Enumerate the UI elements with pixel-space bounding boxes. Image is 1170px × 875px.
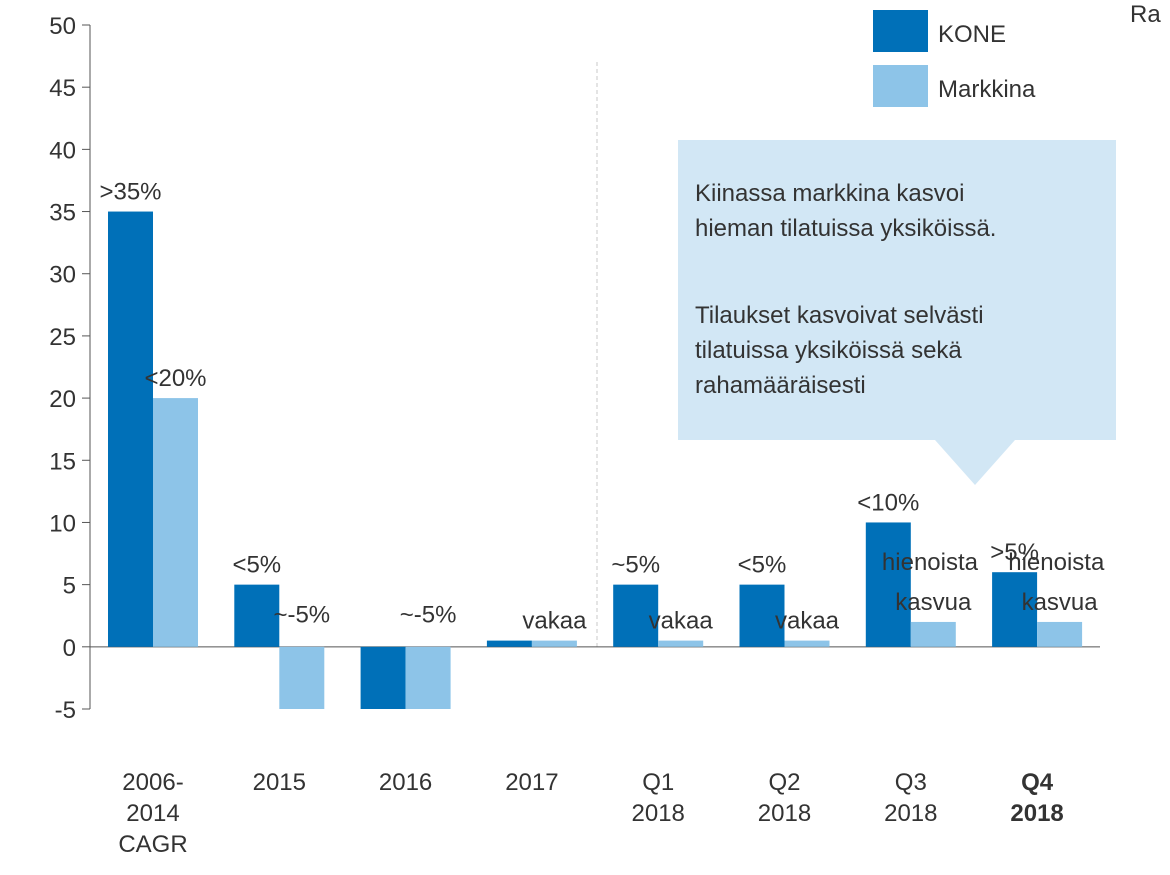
x-tick-label: Q1 2018 [632,769,685,827]
annotation: Tilaukset kasvoivat selvästi tilatuissa y… [695,302,984,399]
bar [153,398,198,647]
annotation: Kiinassa markkina kasvoi hieman tilatuiss… [695,180,996,242]
bar [739,584,785,647]
bar [784,640,830,647]
legend-label: KONE [938,21,1006,48]
value-label: vakaa [775,608,840,635]
value-label: hienoista kasvua [882,549,985,616]
value-label: ~-5% [273,602,330,629]
bar [360,646,406,709]
bar [910,621,956,647]
bar [531,640,577,647]
x-tick-label: Q2 2018 [758,769,811,827]
y-tick-label: 40 [49,137,76,164]
y-tick-label: -5 [55,697,76,724]
corner-text: Ra [1130,1,1161,28]
value-label: ~-5% [400,602,457,629]
bar [108,211,153,647]
bar [234,584,280,647]
x-tick-label: Q3 2018 [884,769,937,827]
y-tick-label: 25 [49,324,76,351]
bar [1037,621,1083,647]
legend-swatch [873,10,928,52]
value-label: <10% [857,489,919,516]
bar [865,522,911,647]
y-tick-label: 50 [49,13,76,40]
value-label: >5% [990,539,1039,566]
value-label: >35% [99,179,161,206]
bar [486,640,532,647]
y-tick-label: 5 [63,573,76,600]
value-label: ~5% [611,552,660,579]
value-label: <5% [232,552,281,579]
y-tick-label: 45 [49,75,76,102]
y-tick-label: 30 [49,262,76,289]
x-tick-label: 2016 [379,769,432,796]
value-label: <5% [738,552,787,579]
callout-box [678,140,1116,485]
value-label: vakaa [649,608,714,635]
x-tick-label: Q4 2018 [1010,769,1063,827]
y-tick-label: 15 [49,448,76,475]
legend-label: Markkina [938,76,1036,103]
x-tick-label: 2017 [505,769,558,796]
bar [658,640,704,647]
value-label: vakaa [522,608,587,635]
value-label: hienoista kasvua [1008,549,1111,616]
y-tick-label: 35 [49,200,76,227]
x-tick-label: 2015 [253,769,306,796]
y-tick-label: 0 [63,635,76,662]
y-tick-label: 10 [49,510,76,537]
bar [405,646,451,709]
bar [279,646,325,709]
bar [613,584,659,647]
bar [992,572,1038,647]
x-tick-label: 2006-2014 CAGR [118,769,187,858]
y-tick-label: 20 [49,386,76,413]
value-label: <20% [144,365,206,392]
legend-swatch [873,65,928,107]
